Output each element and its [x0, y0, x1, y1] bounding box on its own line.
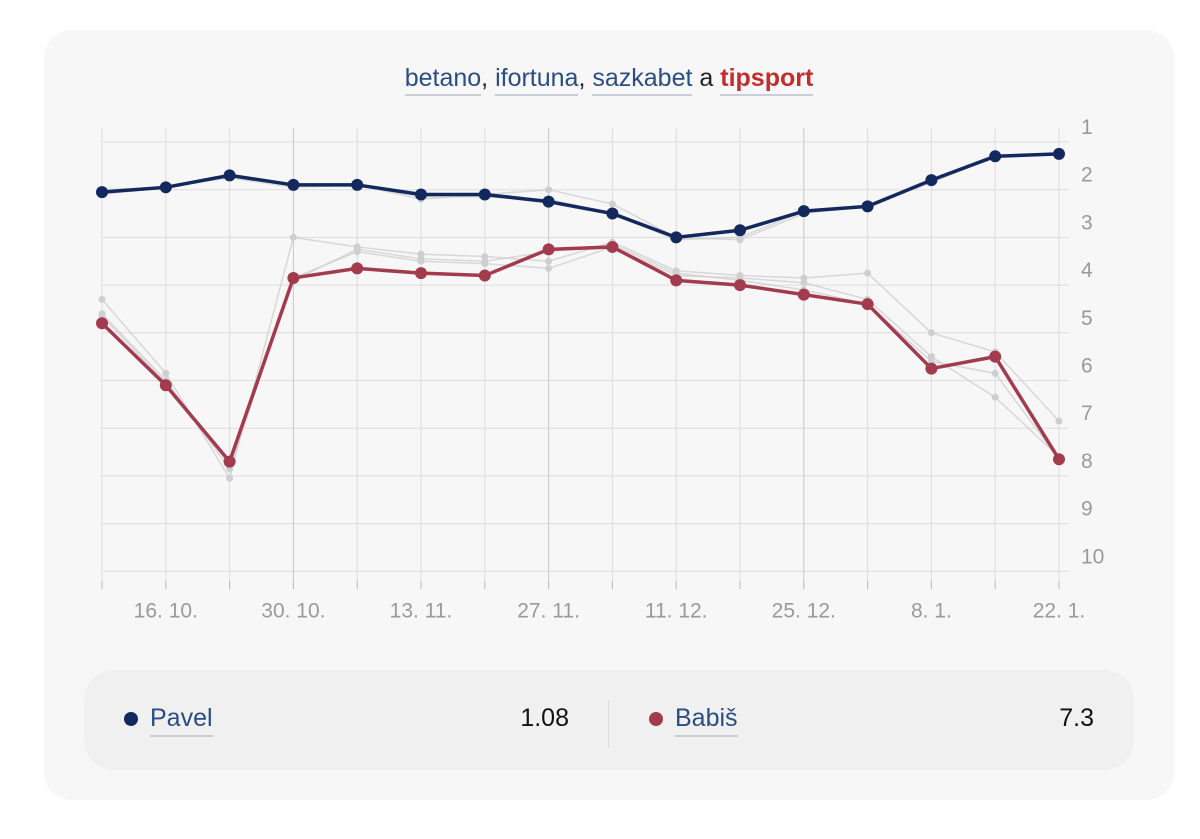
y-tick-label: 9 [1081, 498, 1093, 521]
source-link-sazkabet[interactable]: sazkabet [592, 64, 693, 96]
x-tick-label: 27. 11. [517, 599, 580, 622]
x-tick-label: 25. 12. [772, 599, 836, 622]
x-tick-label: 22. 1. [1033, 599, 1086, 622]
x-tick-label: 30. 10. [261, 599, 325, 622]
y-tick-label: 10 [1081, 545, 1104, 568]
chart-card: betano, ifortuna, sazkabet a tipsport 1 2… [44, 30, 1174, 800]
other-bookmaker-point [991, 393, 999, 401]
other-bookmaker-point [864, 269, 872, 277]
legend-value-babis: 7.3 [1059, 704, 1094, 732]
legend: Pavel 1.08 Babiš 7.3 [84, 670, 1134, 770]
other-bookmaker-point [162, 369, 170, 377]
other-bookmaker-point [353, 245, 361, 253]
other-bookmaker-line [101, 246, 1060, 471]
legend-item-pavel[interactable]: Pavel 1.08 [84, 670, 609, 770]
other-bookmaker-point [417, 255, 425, 263]
series-line-pavel [101, 152, 1060, 240]
legend-item-babis[interactable]: Babiš 7.3 [609, 670, 1134, 770]
series-point-pavel [96, 186, 108, 199]
source-link-ifortuna[interactable]: ifortuna [495, 64, 579, 96]
series-point-pavel [223, 169, 236, 182]
other-bookmaker-point [545, 257, 553, 265]
other-bookmaker-point [545, 264, 553, 272]
other-bookmaker-point [98, 295, 106, 303]
legend-value-pavel: 1.08 [520, 704, 569, 732]
legend-name-pavel[interactable]: Pavel [150, 704, 213, 737]
series-point-babis [861, 298, 874, 311]
bookmaker-sources: betano, ifortuna, sazkabet a tipsport [44, 64, 1174, 96]
y-tick-label: 5 [1081, 307, 1093, 330]
series-point-pavel [478, 188, 491, 201]
other-bookmaker-point [545, 186, 553, 194]
x-tick-label: 8. 1. [911, 599, 952, 622]
series-point-babis [1053, 453, 1065, 466]
y-tick-label: 6 [1081, 355, 1093, 378]
series-point-babis [925, 362, 938, 375]
series-point-pavel [542, 195, 555, 208]
legend-name-babis[interactable]: Babiš [675, 704, 738, 737]
series-point-babis [989, 350, 1002, 363]
other-bookmaker-point [481, 257, 489, 265]
other-bookmaker-point [991, 369, 999, 377]
series-point-pavel [989, 150, 1002, 163]
series-point-pavel [861, 200, 874, 213]
legend-dot-icon [649, 712, 663, 726]
source-link-tipsport[interactable]: tipsport [720, 64, 814, 96]
series-point-babis [287, 271, 300, 284]
x-tick-label: 11. 12. [645, 599, 708, 622]
series-point-babis [478, 269, 491, 282]
series-point-babis [670, 274, 683, 287]
series-point-pavel [797, 205, 810, 218]
series-point-pavel [925, 174, 938, 187]
series-point-pavel [1053, 147, 1065, 160]
series-point-babis [542, 243, 555, 256]
source-separator: , [481, 64, 496, 92]
other-bookmaker-point [289, 233, 297, 241]
y-tick-label: 7 [1081, 402, 1093, 425]
series-point-babis [606, 240, 619, 253]
series-point-babis [415, 267, 427, 280]
other-bookmaker-point [226, 474, 234, 482]
y-tick-label: 1 [1081, 116, 1093, 139]
series-point-pavel [415, 188, 427, 201]
series-point-pavel [287, 178, 300, 191]
x-tick-label: 13. 11. [390, 599, 453, 622]
other-bookmaker-point [800, 279, 808, 287]
source-conjunction: a [699, 64, 714, 92]
y-tick-label: 4 [1081, 259, 1093, 282]
x-tick-label: 16. 10. [134, 599, 198, 622]
source-separator: , [578, 64, 593, 92]
series-point-pavel [670, 231, 683, 244]
series-point-pavel [351, 178, 364, 191]
y-tick-label: 3 [1081, 211, 1093, 234]
other-bookmaker-line [101, 236, 1060, 481]
series-point-babis [734, 279, 746, 292]
series-point-pavel [734, 224, 746, 237]
other-bookmaker-point [927, 329, 935, 337]
series-point-pavel [606, 207, 619, 220]
series-point-babis [223, 455, 236, 468]
legend-dot-icon [124, 712, 138, 726]
y-tick-label: 2 [1081, 164, 1093, 187]
other-bookmaker-point [608, 200, 616, 208]
series-point-babis [351, 262, 364, 275]
odds-line-chart: 1 2 3 4 5 6 7 8 9 10 16. 10. 30. 10. 13. 11. 27. 11. 1… [96, 116, 1104, 622]
series-point-pavel [159, 181, 172, 194]
y-tick-label: 8 [1081, 450, 1093, 473]
other-bookmaker-point [1055, 417, 1063, 425]
other-bookmaker-line [101, 153, 1060, 241]
source-link-betano[interactable]: betano [404, 64, 482, 96]
series-point-babis [96, 317, 108, 330]
series-point-babis [159, 379, 172, 392]
series-line-babis [100, 245, 1061, 464]
legend-divider [608, 700, 609, 748]
series-point-babis [797, 288, 810, 301]
